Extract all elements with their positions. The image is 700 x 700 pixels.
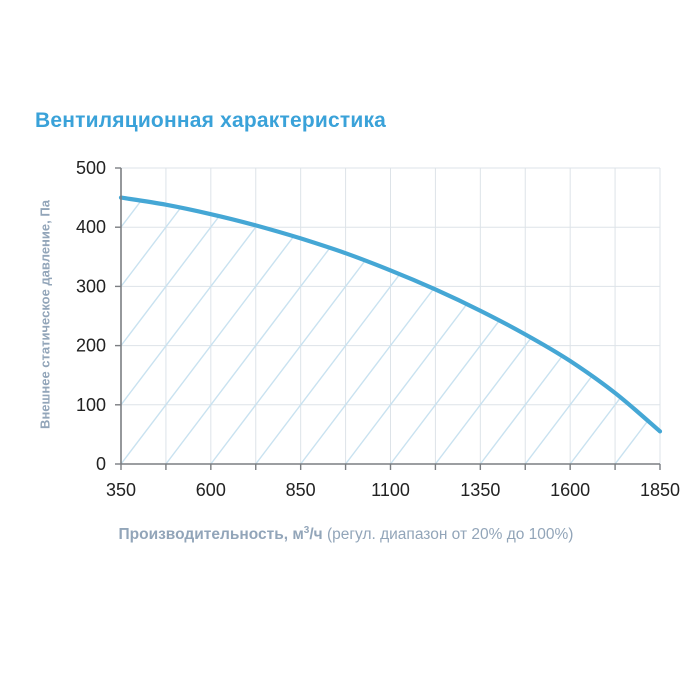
y-tick-label: 0 (96, 454, 106, 474)
hatch-group (121, 197, 660, 464)
x-tick-label: 350 (106, 480, 136, 500)
y-tick-label: 300 (76, 276, 106, 296)
hatch-line (121, 197, 257, 464)
hatch-line (569, 197, 660, 464)
x-axis-caption-note: (регул. диапазон от 20% до 100%) (322, 526, 574, 543)
x-tick-label: 1850 (640, 480, 680, 500)
y-tick-label: 100 (76, 395, 106, 415)
hatch-line (389, 197, 616, 464)
y-tick-label: 200 (76, 336, 106, 356)
y-tick-label: 500 (76, 158, 106, 178)
x-tick-label: 850 (286, 480, 316, 500)
hatch-line (121, 197, 347, 464)
x-tick-label: 600 (196, 480, 226, 500)
hatch-line (121, 197, 302, 464)
x-axis-caption-superscript: 3 (303, 524, 310, 536)
y-tick-label: 400 (76, 217, 106, 237)
hatch-line (659, 197, 660, 464)
hatch-line (614, 197, 660, 464)
x-tick-label: 1350 (460, 480, 500, 500)
hatch-line (121, 197, 122, 464)
chart-title: Вентиляционная характеристика (35, 109, 387, 132)
hatch-line (345, 197, 571, 464)
x-axis-caption: Производительность, м3/ч (регул. диапазо… (0, 524, 692, 544)
x-tick-label: 1600 (550, 480, 590, 500)
hatch-line (121, 197, 212, 464)
hatch-line (479, 197, 660, 464)
hatch-line (524, 197, 660, 464)
x-axis-caption-main: Производительность, м (118, 526, 304, 543)
fan-curve (118, 195, 663, 434)
x-tick-label: 1100 (371, 480, 410, 500)
x-axis-caption-unit: /ч (309, 526, 323, 543)
hatch-line (434, 197, 660, 464)
hatch-line (255, 197, 481, 464)
y-axis-title: Внешнее статическое давление, Па (37, 200, 53, 429)
hatch-line (210, 197, 436, 464)
hatch-line (121, 197, 167, 464)
